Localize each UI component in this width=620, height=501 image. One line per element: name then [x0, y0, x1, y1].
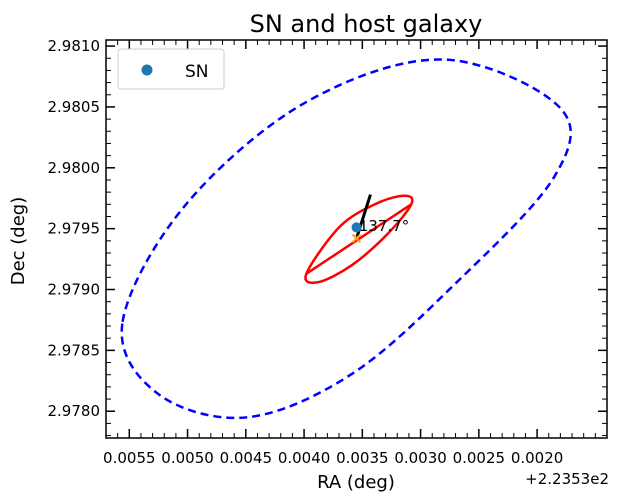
- x-ticks: 0.0055 0.0050 0.0045 0.0040 0.0035 0.0030 0.00…: [103, 40, 608, 467]
- x-axis-label: RA (deg): [317, 472, 395, 493]
- angle-annotation: 137.7°: [359, 217, 409, 235]
- x-tick-label: 0.0025: [453, 449, 506, 467]
- ellipses: [120, 58, 572, 420]
- legend-marker: [141, 64, 153, 76]
- x-tick-label: 0.0055: [103, 449, 156, 467]
- angle-line: [305, 203, 412, 275]
- x-tick-label: 0.0020: [511, 449, 564, 467]
- y-ticks: 2.9780 2.9785 2.9790 2.9795 2.9800 2.9805 2.98…: [48, 37, 607, 437]
- sn-point: [351, 222, 362, 233]
- legend-label: SN: [185, 62, 209, 82]
- x-tick-label: 0.0050: [161, 449, 214, 467]
- legend: SN: [117, 48, 225, 90]
- y-tick-label: 2.9780: [48, 402, 101, 420]
- y-tick-label: 2.9810: [48, 37, 101, 55]
- points: [351, 222, 362, 244]
- y-tick-label: 2.9790: [48, 281, 101, 299]
- y-tick-label: 2.9795: [48, 220, 101, 238]
- x-tick-label: 0.0030: [394, 449, 447, 467]
- host-center-marker: [351, 233, 362, 244]
- chart-title: SN and host galaxy: [250, 10, 483, 38]
- x-tick-label: 0.0035: [336, 449, 389, 467]
- y-tick-label: 2.9785: [48, 341, 101, 359]
- legend-box: [117, 48, 225, 90]
- plot-area: 0.0055 0.0050 0.0045 0.0040 0.0035 0.0030 0.00…: [48, 37, 608, 467]
- y-axis-label: Dec (deg): [8, 197, 29, 286]
- y-tick-label: 2.9805: [48, 98, 101, 116]
- outer-host-ellipse: [120, 58, 572, 420]
- x-tick-label: 0.0045: [220, 449, 273, 467]
- x-tick-label: 0.0040: [278, 449, 331, 467]
- plot-frame: [105, 39, 608, 439]
- y-tick-label: 2.9800: [48, 159, 101, 177]
- x-offset-label: +2.2353e2: [525, 470, 609, 488]
